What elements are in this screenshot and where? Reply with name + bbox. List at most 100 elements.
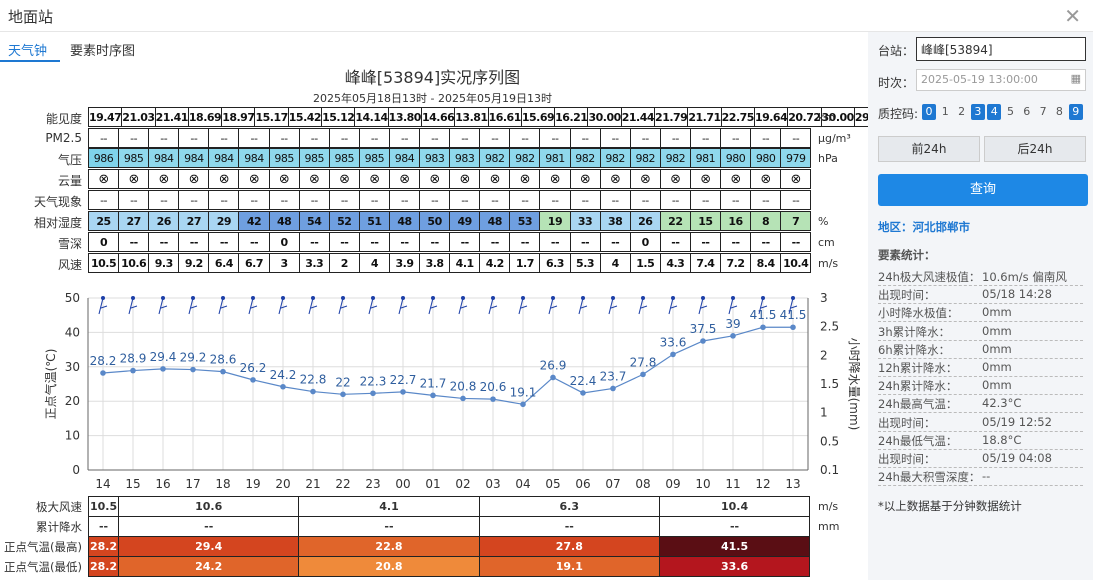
table-cell: 985 bbox=[328, 148, 360, 168]
temperature-point bbox=[280, 383, 286, 390]
next-24h-button[interactable]: 后24h bbox=[984, 136, 1086, 162]
wind-barb bbox=[550, 305, 558, 309]
wind-barb bbox=[188, 297, 194, 315]
table-cell: 984 bbox=[388, 148, 421, 168]
data-label: 22 bbox=[335, 375, 350, 389]
wind-barb bbox=[130, 305, 138, 309]
temperature-point bbox=[250, 377, 256, 383]
table-cell: ⊗ bbox=[509, 169, 541, 189]
tab-weather-clock[interactable]: 天气钟 bbox=[0, 34, 60, 62]
wind-barb-point bbox=[491, 296, 495, 300]
wind-barb bbox=[730, 305, 738, 309]
table-cell: -- bbox=[629, 128, 661, 148]
qc-code[interactable]: 7 bbox=[1039, 105, 1047, 118]
table-cell: ⊗ bbox=[719, 169, 752, 189]
table-cell: 16.61 bbox=[487, 107, 522, 127]
qc-code[interactable]: 8 bbox=[1055, 105, 1063, 118]
stat-divider bbox=[878, 339, 1083, 341]
wind-barb bbox=[370, 305, 378, 309]
data-label: 19.1 bbox=[510, 385, 537, 399]
table-cell: 48 bbox=[388, 211, 421, 231]
table-cell: -- bbox=[208, 190, 240, 210]
qc-code[interactable]: 5 bbox=[1007, 105, 1014, 118]
table-cell: 985 bbox=[358, 148, 390, 168]
table-cell: -- bbox=[659, 190, 691, 210]
table-cell: -- bbox=[118, 128, 150, 148]
table-cell: 984 bbox=[238, 148, 270, 168]
stat-key: 出现时间： bbox=[878, 288, 936, 303]
qc-code[interactable]: 2 bbox=[958, 105, 966, 118]
table-cell: -- bbox=[118, 232, 150, 252]
stat-divider bbox=[878, 448, 1083, 450]
table-cell: ⊗ bbox=[388, 169, 421, 189]
qc-code[interactable]: 1 bbox=[941, 105, 949, 118]
row-unit: cm bbox=[818, 236, 835, 249]
row-table: -- -- -- -- -- -- -- -- -- -- -- -- -- -- -- -- -- -- -- --… bbox=[87, 190, 812, 210]
x-tick-label: 03 bbox=[485, 477, 500, 491]
table-cell: -- bbox=[629, 190, 661, 210]
temperature-point bbox=[760, 324, 766, 331]
x-tick-label: 09 bbox=[665, 477, 680, 491]
wind-barb bbox=[128, 297, 134, 315]
time-input[interactable]: 2025-05-19 13:00:00 ▦ bbox=[916, 69, 1086, 91]
table-cell: -- bbox=[358, 232, 390, 252]
row-label: 相对湿度 bbox=[33, 216, 82, 230]
temperature-point bbox=[340, 391, 346, 398]
temperature-point bbox=[460, 395, 466, 402]
summary-cell: 28.2 bbox=[87, 556, 120, 577]
row-label: 风速 bbox=[57, 258, 82, 272]
qc-code[interactable]: 3 bbox=[970, 104, 985, 120]
prev-24h-button[interactable]: 前24h bbox=[878, 136, 980, 162]
temperature-point bbox=[550, 374, 556, 381]
table-cell: -- bbox=[178, 232, 210, 252]
row-unit: km bbox=[818, 111, 836, 124]
qc-code[interactable]: 4 bbox=[987, 104, 1002, 120]
temperature-point bbox=[700, 338, 706, 344]
table-cell: 982 bbox=[629, 148, 661, 168]
temperature-point bbox=[790, 324, 796, 331]
wind-barb-point bbox=[311, 296, 315, 300]
table-cell: ⊗ bbox=[238, 169, 270, 189]
wind-barb-point bbox=[161, 296, 165, 300]
row-unit: μg/m³ bbox=[818, 132, 851, 145]
table-cell: -- bbox=[689, 190, 721, 210]
table-cell: 15.42 bbox=[287, 107, 323, 127]
wind-barb-point bbox=[461, 296, 465, 300]
summary-cell: 19.1 bbox=[478, 556, 660, 577]
y2-axis-label: 小时降水量(mm) bbox=[847, 338, 860, 431]
qc-code[interactable]: 0 bbox=[922, 104, 936, 120]
table-cell: -- bbox=[719, 190, 752, 210]
stat-value: 10.6m/s 偏南风 bbox=[982, 270, 1067, 284]
y2-tick-label: 0.1 bbox=[820, 463, 839, 477]
stat-value: 0mm bbox=[982, 323, 1012, 338]
table-cell: -- bbox=[689, 128, 721, 148]
temperature-point bbox=[520, 401, 526, 408]
x-tick-label: 19 bbox=[245, 477, 260, 491]
tab-element-timeseries[interactable]: 要素时序图 bbox=[70, 44, 136, 59]
table-cell: 985 bbox=[268, 148, 300, 168]
summary-cell: 33.6 bbox=[658, 556, 811, 577]
qc-code[interactable]: 9 bbox=[1068, 104, 1083, 120]
station-input[interactable] bbox=[916, 37, 1086, 61]
wind-barb bbox=[98, 297, 104, 315]
table-cell: 0 bbox=[268, 232, 300, 252]
table-cell: ⊗ bbox=[118, 169, 150, 189]
y-tick-label: 50 bbox=[65, 291, 80, 305]
x-tick-label: 15 bbox=[125, 477, 140, 491]
qc-code[interactable]: 6 bbox=[1023, 105, 1031, 118]
table-cell: 4.3 bbox=[659, 253, 691, 273]
table-cell: 10.6 bbox=[118, 253, 150, 273]
summary-unit: mm bbox=[818, 520, 840, 533]
query-button[interactable]: 查询 bbox=[878, 174, 1088, 206]
close-icon[interactable]: ✕ bbox=[1064, 4, 1081, 28]
table-cell: ⊗ bbox=[479, 169, 511, 189]
table-cell: 8 bbox=[750, 211, 782, 231]
data-label: 28.9 bbox=[120, 352, 147, 366]
table-cell: 33 bbox=[569, 211, 601, 231]
table-cell: 20.72 bbox=[787, 107, 822, 127]
chart-subtitle: 2025年05月18日13时 - 2025年05月19日13时 bbox=[313, 92, 552, 105]
table-cell: ⊗ bbox=[629, 169, 661, 189]
summary-cell: 22.8 bbox=[298, 536, 480, 557]
calendar-icon[interactable]: ▦ bbox=[1070, 72, 1081, 85]
